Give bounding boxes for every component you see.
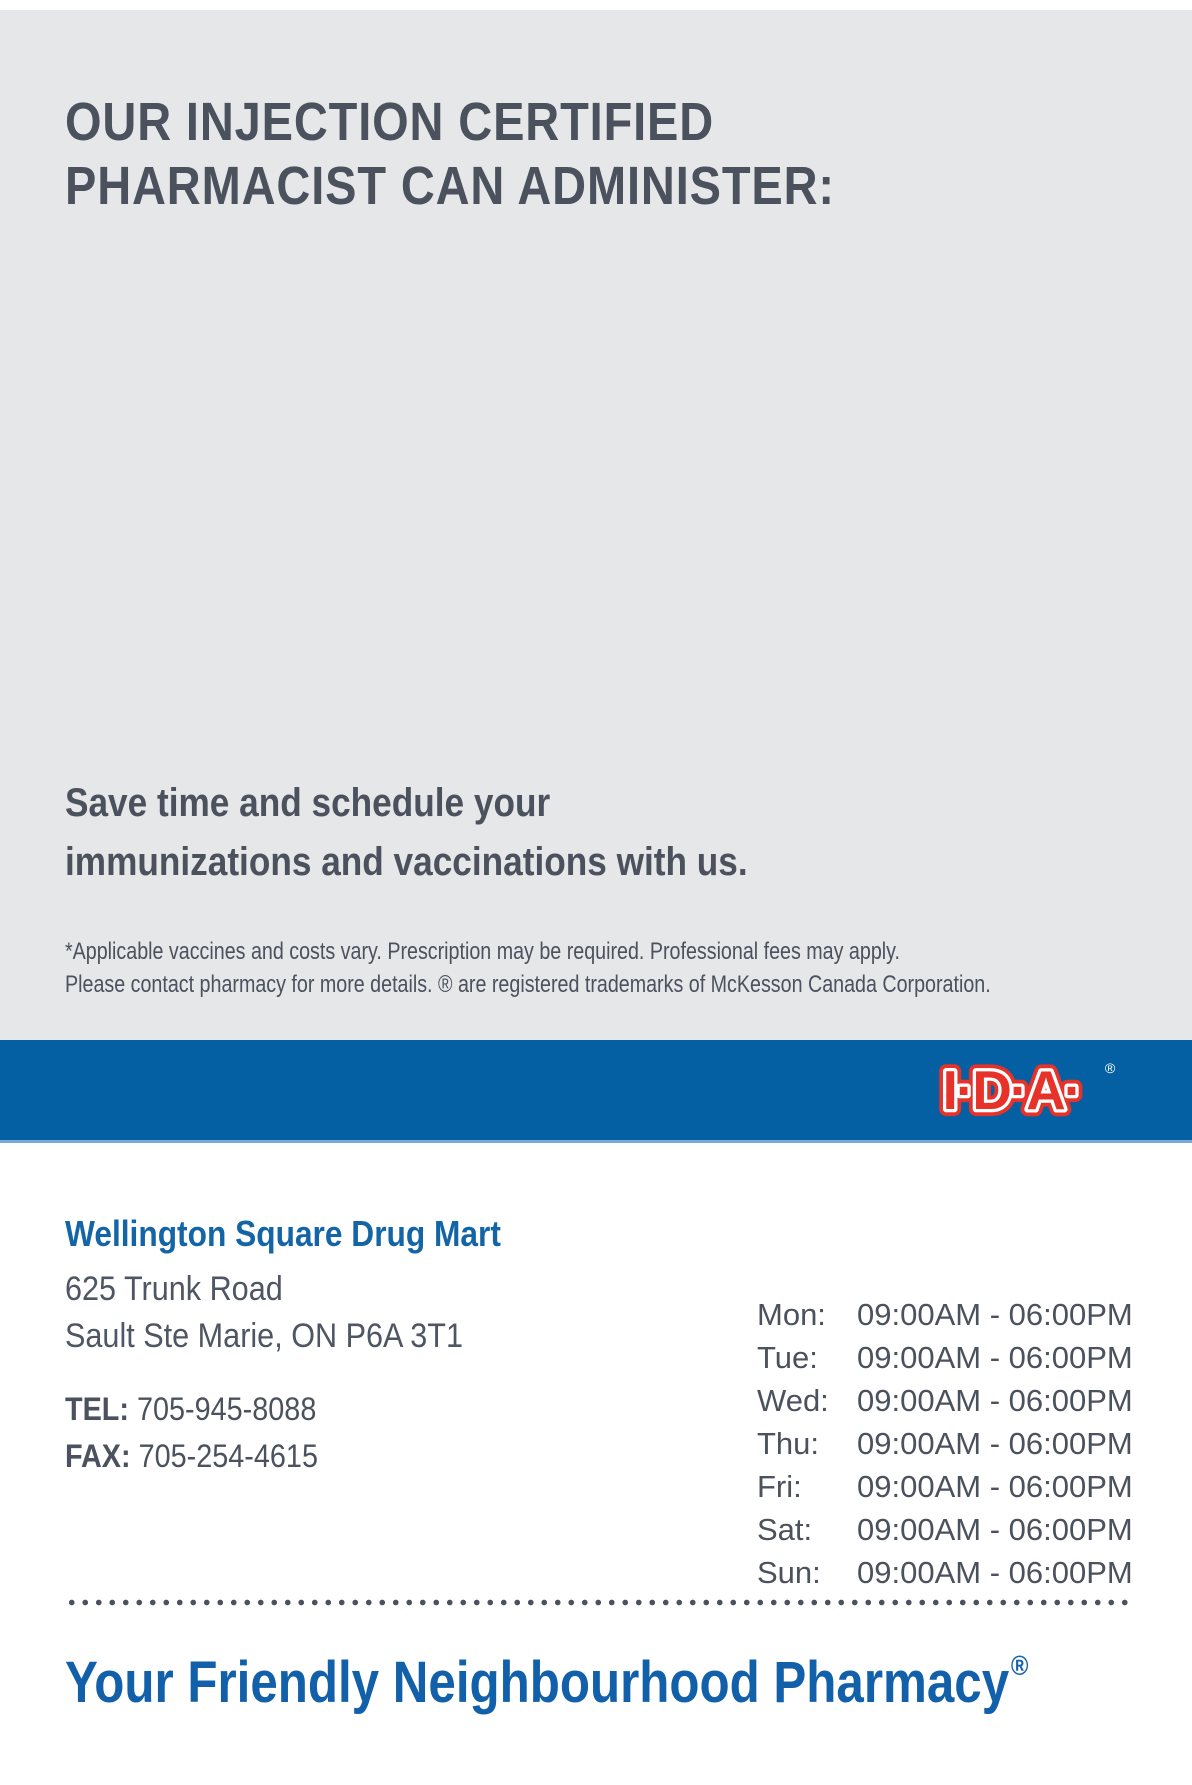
hours-time: 09:00AM - 06:00PM — [857, 1469, 1133, 1504]
fax-row: FAX: 705-254-4615 — [65, 1433, 318, 1480]
hours-row: Wed: 09:00AM - 06:00PM — [757, 1379, 1133, 1422]
hours-time: 09:00AM - 06:00PM — [857, 1426, 1133, 1461]
hours-time: 09:00AM - 06:00PM — [857, 1512, 1133, 1547]
hours-time: 09:00AM - 06:00PM — [857, 1555, 1133, 1590]
store-phones: TEL: 705-945-8088 FAX: 705-254-4615 — [65, 1386, 318, 1480]
ida-logo-text: I·D·A· — [943, 1059, 1081, 1121]
store-address-line1: 625 Trunk Road — [65, 1270, 283, 1308]
disclaimer-line2: Please contact pharmacy for more details… — [65, 971, 991, 998]
fax-label: FAX: — [65, 1438, 131, 1474]
page-title-line1: OUR INJECTION CERTIFIED — [65, 92, 715, 152]
store-address-line2: Sault Ste Marie, ON P6A 3T1 — [65, 1317, 463, 1355]
tagline-registered-mark: ® — [1010, 1650, 1029, 1681]
promo-heading-line1: Save time and schedule your — [65, 781, 551, 825]
hours-day: Mon: — [757, 1297, 826, 1332]
ida-logo: I·D·A· I·D·A· I·D·A· ® — [936, 1054, 1116, 1126]
tel-label: TEL: — [65, 1391, 129, 1427]
hours-row: Sun: 09:00AM - 06:00PM — [757, 1551, 1133, 1594]
hours-row: Thu: 09:00AM - 06:00PM — [757, 1422, 1133, 1465]
promo-section: OUR INJECTION CERTIFIED PHARMACIST CAN A… — [0, 10, 1192, 1040]
tagline-text: Your Friendly Neighbourhood Pharmacy — [65, 1650, 1010, 1715]
hours-day: Sat: — [757, 1512, 813, 1547]
tel-number: 705-945-8088 — [136, 1391, 317, 1427]
hours-row: Mon: 09:00AM - 06:00PM — [757, 1293, 1133, 1336]
store-name: Wellington Square Drug Mart — [65, 1213, 501, 1254]
ida-logo-outline-outer: I·D·A· — [943, 1059, 1081, 1121]
hours-row: Sat: 09:00AM - 06:00PM — [757, 1508, 1133, 1551]
ida-logo-outline-inner: I·D·A· — [943, 1059, 1081, 1121]
ida-logo-registered-mark: ® — [1105, 1060, 1116, 1076]
hours-day: Thu: — [757, 1426, 820, 1461]
dotted-divider — [65, 1599, 1128, 1606]
hours-time: 09:00AM - 06:00PM — [857, 1297, 1133, 1332]
page-title: OUR INJECTION CERTIFIED PHARMACIST CAN A… — [65, 90, 835, 218]
fax-number: 705-254-4615 — [138, 1438, 318, 1474]
hours-day: Wed: — [757, 1383, 829, 1418]
store-address: 625 Trunk Road Sault Ste Marie, ON P6A 3… — [65, 1266, 463, 1360]
hours-list: Mon: 09:00AM - 06:00PM Tue: 09:00AM - 06… — [757, 1293, 1133, 1594]
promo-heading-line2: immunizations and vaccinations with us. — [65, 840, 748, 884]
page-title-line2: PHARMACIST CAN ADMINISTER: — [65, 156, 835, 216]
hours-day: Fri: — [757, 1469, 802, 1504]
hours-row: Tue: 09:00AM - 06:00PM — [757, 1336, 1133, 1379]
brand-band: I·D·A· I·D·A· I·D·A· ® — [0, 1040, 1192, 1143]
disclaimer-line1: *Applicable vaccines and costs vary. Pre… — [65, 938, 900, 965]
promo-heading: Save time and schedule your immunization… — [65, 774, 748, 892]
hours-time: 09:00AM - 06:00PM — [857, 1340, 1133, 1375]
disclaimer-text: *Applicable vaccines and costs vary. Pre… — [65, 935, 991, 1001]
hours-row: Fri: 09:00AM - 06:00PM — [757, 1465, 1133, 1508]
hours-day: Sun: — [757, 1555, 821, 1590]
tel-row: TEL: 705-945-8088 — [65, 1386, 318, 1433]
tagline: Your Friendly Neighbourhood Pharmacy® — [65, 1648, 1028, 1728]
hours-day: Tue: — [757, 1340, 818, 1375]
hours-time: 09:00AM - 06:00PM — [857, 1383, 1133, 1418]
